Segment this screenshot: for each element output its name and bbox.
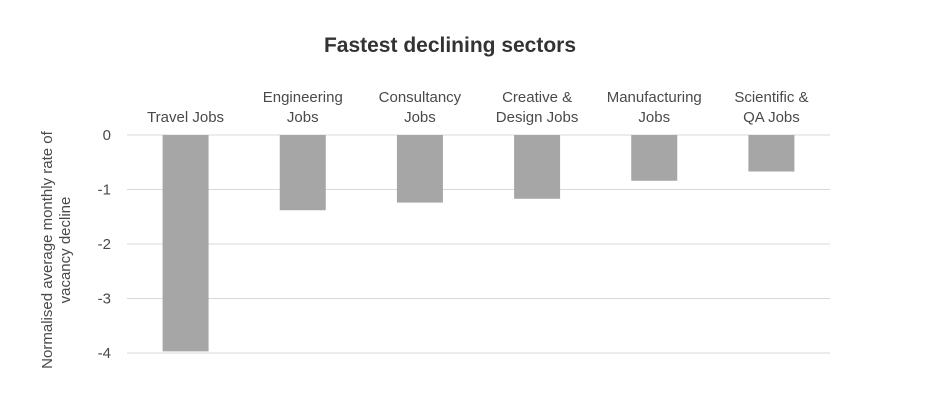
bar (279, 135, 326, 211)
bar (396, 135, 443, 203)
x-tick-label: QA Jobs (743, 109, 800, 126)
x-tick-label: Jobs (638, 109, 670, 126)
y-tick-label: -4 (98, 345, 111, 362)
bar (631, 135, 678, 181)
x-tick-label: Jobs (287, 109, 319, 126)
x-tick-label: Engineering (263, 89, 343, 106)
x-tick-label: Jobs (404, 109, 436, 126)
bar (514, 135, 561, 199)
bar (748, 135, 795, 172)
y-tick-label: -1 (98, 182, 111, 199)
y-tick-label: -2 (98, 236, 111, 253)
bar (162, 135, 209, 352)
x-tick-label: Consultancy (379, 89, 462, 106)
y-tick-label: -3 (98, 291, 111, 308)
x-tick-label: Scientific & (734, 89, 808, 106)
x-tick-label: Creative & (502, 89, 572, 106)
x-tick-label: Travel Jobs (147, 109, 224, 126)
chart-title: Fastest declining sectors (323, 34, 577, 57)
x-tick-label: Manufacturing (607, 89, 702, 106)
y-tick-label: 0 (103, 127, 111, 144)
x-tick-label: Design Jobs (496, 109, 579, 126)
